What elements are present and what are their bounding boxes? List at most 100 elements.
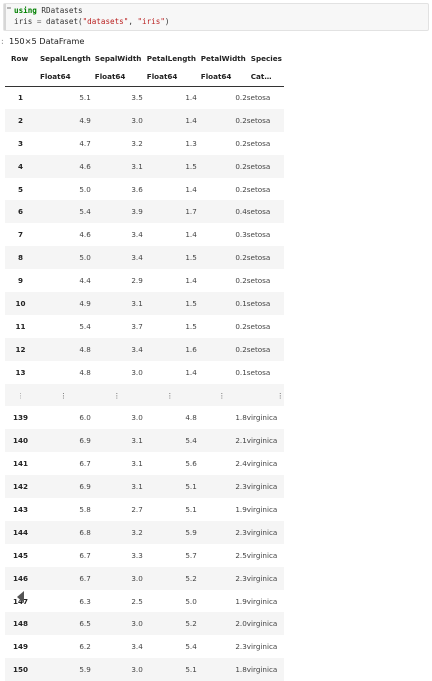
sepalwidth-cell: 3.2 (131, 527, 143, 537)
column-header-sepalwidth: SepalWidth (94, 53, 142, 63)
sepallength-cell: 6.8 (79, 527, 91, 537)
petallength-cell: 4.8 (185, 413, 197, 423)
sepallength-cell: 5.1 (79, 93, 91, 103)
ellipsis-cell: ⋮ (16, 390, 25, 400)
row-number-cell: 140 (12, 436, 28, 446)
triangle-left-icon[interactable] (17, 591, 24, 603)
petalwidth-cell: 2.5 (235, 550, 247, 560)
code-string: "datasets" (82, 16, 129, 26)
table-row: 8 5.0 3.4 1.5 0.2 setosa (5, 246, 284, 270)
species-cell: virginica (246, 550, 278, 560)
row-number-cell: 146 (12, 573, 28, 583)
petalwidth-cell: 0.2 (235, 253, 247, 263)
petallength-cell: 5.2 (185, 619, 197, 629)
species-cell: setosa (246, 367, 271, 377)
table-row: 10 4.9 3.1 1.5 0.1 setosa (5, 292, 284, 315)
row-number-cell: 5 (17, 184, 23, 194)
sepallength-cell: 6.7 (79, 573, 91, 583)
table-row: 139 6.0 3.0 4.8 1.8 virginica (5, 406, 284, 429)
petalwidth-cell: 1.8 (235, 413, 247, 423)
table-row: 13 4.8 3.0 1.4 0.1 setosa (5, 361, 284, 384)
table-row: 143 5.8 2.7 5.1 1.9 virginica (5, 498, 284, 521)
row-number-cell: 10 (15, 298, 26, 308)
sepalwidth-cell: 3.1 (131, 436, 143, 446)
sepallength-cell: 4.6 (79, 230, 91, 240)
sepallength-cell: 6.3 (79, 596, 91, 606)
petallength-cell: 1.5 (185, 161, 197, 171)
row-number-cell: 3 (17, 138, 23, 148)
sepallength-cell: 4.8 (79, 367, 91, 377)
table-row: 1 5.1 3.5 1.4 0.2 setosa (5, 86, 284, 109)
column-type-sepalwidth: Float64 (90, 67, 143, 87)
ellipsis-cell: ⋮ (166, 390, 174, 400)
column-type-petalwidth: Float64 (196, 67, 247, 87)
table-row: 2 4.9 3.0 1.4 0.2 setosa (5, 108, 284, 132)
sepallength-cell: 5.4 (79, 321, 91, 331)
petallength-cell: 1.4 (185, 184, 197, 194)
code-separator: , (128, 16, 138, 26)
table-row: 141 6.7 3.1 5.6 2.4 virginica (5, 452, 284, 475)
code-operator: = (32, 16, 47, 26)
sepallength-cell: 6.7 (79, 459, 91, 469)
petalwidth-cell: 2.3 (235, 527, 247, 537)
column-header-petallength: PetalLength (146, 53, 196, 63)
column-type-species: Cat… (246, 67, 284, 87)
table-row: 5 5.0 3.6 1.4 0.2 setosa (5, 178, 284, 201)
sepallength-cell: 4.6 (79, 161, 91, 171)
table-row: 11 5.4 3.7 1.5 0.2 setosa (5, 315, 284, 338)
petalwidth-cell: 0.2 (235, 115, 247, 125)
code-cell[interactable]: using RDatasets iris = dataset("datasets… (3, 3, 429, 31)
sepalwidth-cell: 3.1 (131, 298, 143, 308)
species-cell: virginica (246, 619, 278, 629)
table-row: 150 5.9 3.0 5.1 1.8 virginica (5, 658, 284, 681)
petalwidth-cell: 0.2 (235, 276, 247, 286)
row-number-cell: 139 (12, 413, 28, 423)
code-function: dataset( (46, 16, 83, 26)
column-type-row (5, 67, 36, 87)
sepalwidth-cell: 3.9 (131, 207, 143, 217)
species-cell: setosa (246, 138, 271, 148)
petalwidth-cell: 2.3 (235, 642, 247, 652)
species-cell: virginica (246, 573, 278, 583)
species-cell: setosa (246, 253, 271, 263)
petallength-cell: 1.4 (185, 115, 197, 125)
column-header-sepallength: SepalLength (40, 53, 91, 63)
sepalwidth-cell: 3.5 (131, 93, 143, 103)
petalwidth-cell: 0.3 (235, 230, 247, 240)
species-cell: setosa (246, 184, 271, 194)
table-row: 4 4.6 3.1 1.5 0.2 setosa (5, 154, 284, 178)
sepalwidth-cell: 3.4 (131, 642, 143, 652)
species-cell: virginica (246, 596, 278, 606)
petalwidth-cell: 0.4 (235, 207, 247, 217)
row-number-cell: 2 (17, 115, 23, 125)
dataframe-label: 150×5 DataFrame (9, 36, 85, 46)
petalwidth-cell: 0.1 (235, 298, 247, 308)
code-keyword: using (14, 6, 37, 15)
petallength-cell: 5.1 (185, 482, 197, 492)
table-row: 144 6.8 3.2 5.9 2.3 virginica (5, 520, 284, 544)
code-editor[interactable]: using RDatasets iris = dataset("datasets… (14, 6, 169, 27)
petalwidth-cell: 1.9 (235, 596, 247, 606)
petallength-cell: 1.5 (185, 298, 197, 308)
code-paren: ) (164, 16, 170, 26)
row-number-cell: 1 (17, 93, 23, 103)
sepalwidth-cell: 3.1 (131, 459, 143, 469)
sepalwidth-cell: 3.0 (131, 413, 143, 423)
ellipsis-cell: ⋮ (276, 390, 284, 400)
header-row: Row SepalLength SepalWidth PetalLength P… (5, 49, 284, 67)
table-row: 12 4.8 3.4 1.6 0.2 setosa (5, 337, 284, 361)
sepalwidth-cell: 3.4 (131, 230, 143, 240)
sepallength-cell: 6.7 (79, 550, 91, 560)
sepalwidth-cell: 3.3 (131, 550, 143, 560)
table-row: 149 6.2 3.4 5.4 2.3 virginica (5, 635, 284, 658)
dataframe-table: Row SepalLength SepalWidth PetalLength P… (5, 49, 284, 681)
species-cell: setosa (246, 321, 271, 331)
species-cell: virginica (246, 436, 278, 446)
row-number-cell: 8 (17, 253, 23, 263)
sepalwidth-cell: 3.4 (131, 344, 143, 354)
sepalwidth-cell: 3.2 (131, 138, 143, 148)
sepalwidth-cell: 3.0 (131, 573, 143, 583)
sepallength-cell: 4.9 (79, 115, 91, 125)
sepallength-cell: 6.9 (79, 436, 91, 446)
species-cell: virginica (246, 527, 278, 537)
